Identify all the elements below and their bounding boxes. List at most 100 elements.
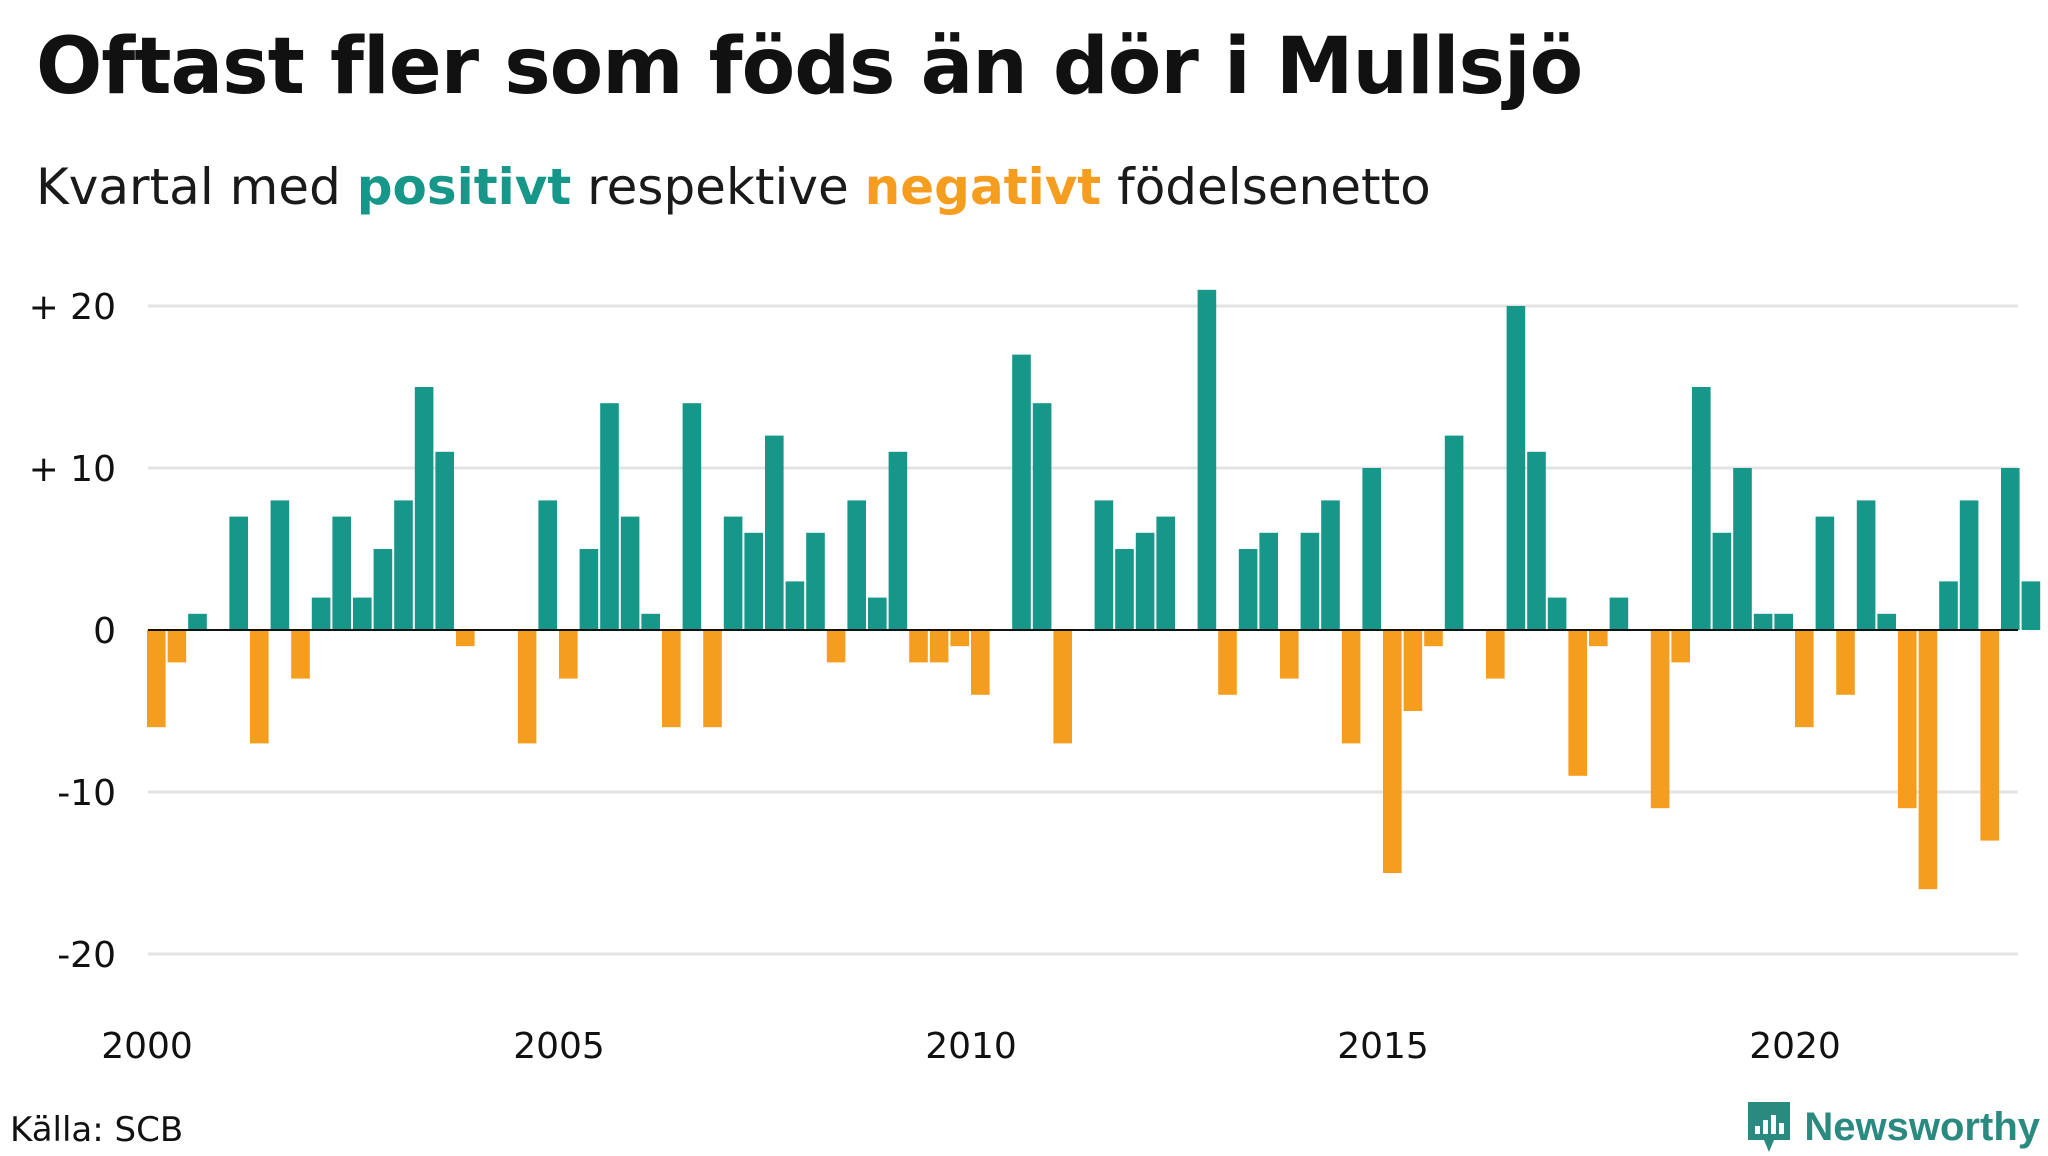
bar-negative <box>1053 630 1072 744</box>
bar-positive <box>435 451 454 630</box>
bar-negative <box>456 630 475 647</box>
bar-positive <box>1197 289 1217 630</box>
bar-positive <box>1032 403 1052 630</box>
bar-positive <box>1238 549 1258 630</box>
bar-positive <box>1012 354 1031 630</box>
bar-positive <box>1856 500 1876 630</box>
y-axis-ticks: + 20 + 10 0 -10 -20 <box>29 287 116 976</box>
grid-lines <box>148 304 2018 956</box>
bar-negative <box>1650 630 1670 809</box>
bar-positive <box>2001 468 2020 630</box>
bar-negative <box>167 630 187 663</box>
y-tick-label: + 10 <box>29 449 116 490</box>
subtitle-positive-word: positivt <box>356 158 572 216</box>
chart-title: Oftast fler som föds än dör i Mullsjö <box>36 22 1583 112</box>
bar-positive <box>641 613 660 630</box>
subtitle-negative-word: negativt <box>864 158 1102 216</box>
bar-positive <box>868 597 887 630</box>
x-tick-label: 2020 <box>1749 1026 1841 1067</box>
bar-negative <box>950 630 969 647</box>
bar-positive <box>1300 532 1320 630</box>
bar-positive <box>270 500 290 630</box>
bar-negative <box>1918 630 1938 890</box>
bar-negative <box>1836 630 1855 695</box>
bar-positive <box>600 403 619 630</box>
bar-negative <box>559 630 578 679</box>
bar-negative <box>1218 630 1237 695</box>
y-tick-label: -20 <box>57 935 116 976</box>
bar-negative <box>291 630 310 679</box>
x-tick-label: 2010 <box>925 1026 1017 1067</box>
x-tick-label: 2000 <box>101 1026 193 1067</box>
bar-positive <box>744 532 763 630</box>
bar-positive <box>1753 613 1773 630</box>
bar-positive <box>414 387 434 630</box>
bar-negative <box>1898 630 1917 809</box>
bar-negative <box>1671 630 1690 663</box>
bar-negative <box>1486 630 1505 679</box>
bar-negative <box>1280 630 1299 679</box>
bar-positive <box>538 500 557 630</box>
bar-positive <box>1444 435 1464 630</box>
bar-positive <box>1321 500 1340 630</box>
bar-positive <box>373 549 393 630</box>
bar-positive <box>1135 532 1155 630</box>
bar-negative <box>971 630 990 695</box>
bar-positive <box>1774 613 1793 630</box>
bar-negative <box>250 630 269 744</box>
bars <box>147 289 2041 890</box>
bar-positive <box>1609 597 1629 630</box>
bar-negative <box>929 630 949 663</box>
bar-chart: + 20 + 10 0 -10 -20 2000 2005 2010 2015 2020 <box>29 287 2041 1067</box>
bar-positive <box>1094 500 1114 630</box>
bar-positive <box>1733 468 1752 630</box>
bar-positive <box>332 516 351 630</box>
bar-positive <box>353 597 372 630</box>
bar-negative <box>703 630 722 728</box>
x-tick-label: 2015 <box>1337 1026 1429 1067</box>
bar-negative <box>1795 630 1814 728</box>
y-tick-label: -10 <box>57 773 116 814</box>
newsworthy-logo: Newsworthy <box>1744 1098 2040 1156</box>
bar-positive <box>682 403 702 630</box>
x-axis-ticks: 2000 2005 2010 2015 2020 <box>101 1026 1841 1067</box>
bar-negative <box>826 630 846 663</box>
bar-positive <box>229 516 248 630</box>
bar-negative <box>1403 630 1423 711</box>
bar-positive <box>579 549 599 630</box>
bar-positive <box>311 597 331 630</box>
bar-positive <box>888 451 908 630</box>
bar-positive <box>2021 581 2041 630</box>
bar-positive <box>620 516 640 630</box>
bar-positive <box>1115 549 1134 630</box>
source-note: Källa: SCB <box>10 1110 184 1150</box>
bar-positive <box>785 581 805 630</box>
bar-negative <box>1568 630 1587 776</box>
bar-positive <box>1527 451 1546 630</box>
bar-positive <box>1877 613 1896 630</box>
chart-subtitle: Kvartal med positivt respektive negativt… <box>36 158 1431 216</box>
bar-positive <box>394 500 413 630</box>
bar-positive <box>1259 532 1278 630</box>
bar-negative <box>1383 630 1402 873</box>
y-tick-label: + 20 <box>29 287 116 328</box>
bar-positive <box>1939 581 1958 630</box>
subtitle-prefix: Kvartal med <box>36 158 357 216</box>
bar-positive <box>847 500 866 630</box>
bar-negative <box>1341 630 1361 744</box>
newsworthy-logo-icon <box>1748 1102 1791 1152</box>
bar-positive <box>1506 306 1526 630</box>
bar-positive <box>1692 387 1711 630</box>
y-tick-label: 0 <box>93 611 116 652</box>
logo-text: Newsworthy <box>1804 1104 2040 1149</box>
bar-negative <box>517 630 537 744</box>
bar-negative <box>1980 630 1999 841</box>
bar-negative <box>662 630 681 728</box>
bar-positive <box>1547 597 1567 630</box>
bar-negative <box>1424 630 1443 647</box>
bar-negative <box>1589 630 1608 647</box>
bar-positive <box>1362 468 1381 630</box>
subtitle-middle: respektive <box>571 158 865 216</box>
bar-negative <box>909 630 928 663</box>
bar-positive <box>806 532 825 630</box>
